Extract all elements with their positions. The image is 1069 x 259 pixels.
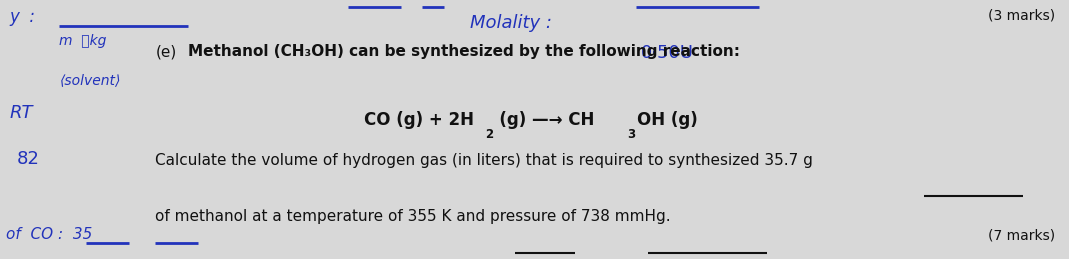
Text: Molality :: Molality :	[470, 13, 553, 32]
Text: of  CO :  35: of CO : 35	[6, 227, 92, 242]
Text: of methanol at a temperature of 355 K and pressure of 738 mmHg.: of methanol at a temperature of 355 K an…	[155, 209, 671, 224]
Text: 0·50U: 0·50U	[641, 45, 694, 62]
Text: 3: 3	[628, 128, 635, 141]
Text: 2: 2	[485, 128, 494, 141]
Text: m  〈kg: m 〈kg	[60, 34, 107, 48]
Text: RT: RT	[10, 104, 33, 122]
Text: Methanol (CH₃OH) can be synthesized by the following reaction:: Methanol (CH₃OH) can be synthesized by t…	[187, 45, 740, 60]
Text: Calculate the volume of hydrogen gas (in liters) that is required to synthesized: Calculate the volume of hydrogen gas (in…	[155, 153, 814, 168]
Text: ⟨solvent⟩: ⟨solvent⟩	[60, 73, 121, 87]
Text: 82: 82	[17, 150, 40, 168]
Text: OH (g): OH (g)	[637, 111, 698, 130]
Text: (e): (e)	[155, 45, 176, 60]
Text: (7 marks): (7 marks)	[989, 229, 1055, 243]
Text: y  :: y :	[10, 9, 35, 26]
Text: CO (g) + 2H: CO (g) + 2H	[363, 111, 474, 130]
Text: (3 marks): (3 marks)	[989, 9, 1055, 23]
Text: (g) —→ CH: (g) —→ CH	[496, 111, 594, 130]
